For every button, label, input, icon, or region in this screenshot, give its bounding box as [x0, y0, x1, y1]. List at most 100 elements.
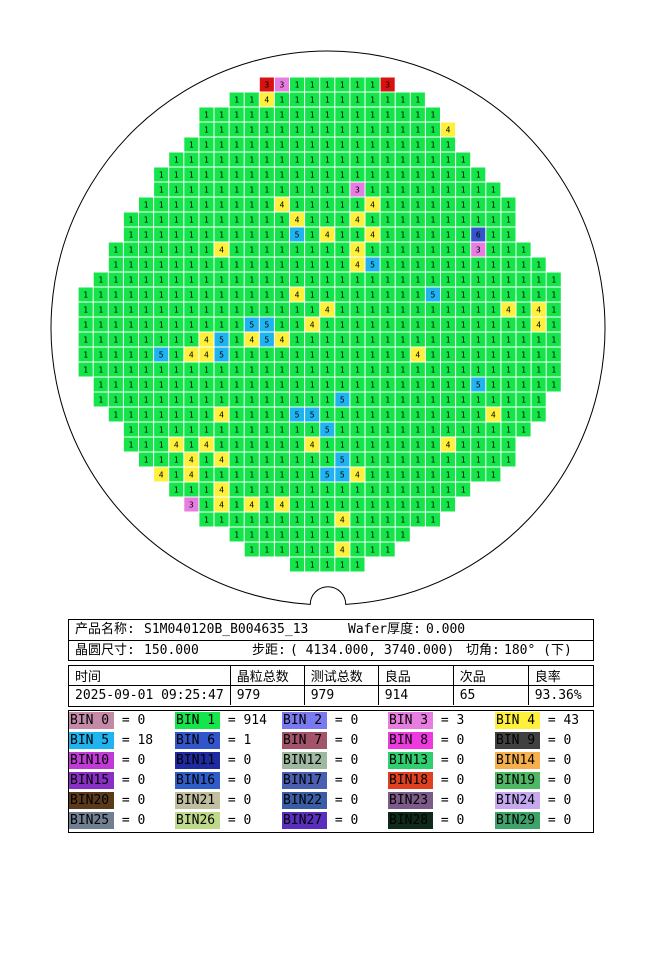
die-bin-number: 1 — [400, 396, 405, 405]
die-fill — [410, 467, 425, 482]
bin-count-value: = 0 — [327, 753, 359, 768]
die-cell: 1 — [199, 227, 214, 242]
die-fill — [139, 197, 154, 212]
die-fill — [425, 497, 440, 512]
die-cell: 1 — [154, 407, 169, 422]
die-cell: 1 — [199, 197, 214, 212]
die-cell: 1 — [214, 212, 229, 227]
die-fill — [244, 197, 259, 212]
die-cell: 1 — [320, 107, 335, 122]
die-cell: 1 — [441, 137, 456, 152]
die-bin-number: 1 — [159, 366, 164, 375]
die-cell: 1 — [154, 287, 169, 302]
die-cell: 1 — [365, 407, 380, 422]
die-fill — [259, 107, 274, 122]
die-bin-number: 1 — [264, 441, 269, 450]
die-cell: 1 — [259, 272, 274, 287]
die-fill — [305, 77, 320, 92]
die-fill — [516, 347, 531, 362]
die-fill — [199, 482, 214, 497]
die-bin-number: 1 — [204, 426, 209, 435]
die-cell: 1 — [395, 137, 410, 152]
die-cell: 1 — [184, 482, 199, 497]
die-cell: 1 — [274, 242, 289, 257]
die-fill — [199, 242, 214, 257]
die-bin-number: 1 — [264, 516, 269, 525]
die-fill — [395, 377, 410, 392]
die-fill — [410, 452, 425, 467]
die-bin-number: 1 — [144, 381, 149, 390]
die-bin-number: 1 — [280, 486, 285, 495]
die-bin-number: 1 — [461, 291, 466, 300]
die-cell: 1 — [410, 317, 425, 332]
die-bin-number: 1 — [370, 291, 375, 300]
die-fill — [380, 512, 395, 527]
die-bin-number: 1 — [355, 231, 360, 240]
die-bin-number: 4 — [204, 336, 209, 345]
die-cell: 1 — [259, 227, 274, 242]
die-bin-number: 1 — [385, 441, 390, 450]
die-bin-number: 3 — [385, 81, 390, 90]
yield-stats-table: 时间 晶粒总数 测试总数 良品 次品 良率 2025-09-01 09:25:4… — [69, 666, 593, 705]
die-fill — [501, 437, 516, 452]
die-bin-number: 1 — [521, 246, 526, 255]
die-bin-number: 1 — [431, 396, 436, 405]
die-bin-number: 1 — [415, 426, 420, 435]
die-bin-number: 1 — [204, 201, 209, 210]
die-bin-number: 1 — [325, 246, 330, 255]
die-bin-number: 1 — [400, 531, 405, 540]
die-cell: 1 — [274, 152, 289, 167]
die-bin-number: 5 — [310, 411, 315, 420]
die-cell: 1 — [274, 512, 289, 527]
die-fill — [305, 317, 320, 332]
die-fill — [350, 92, 365, 107]
die-cell: 1 — [169, 167, 184, 182]
die-bin-number: 1 — [370, 396, 375, 405]
die-cell: 1 — [214, 392, 229, 407]
die-bin-number: 4 — [355, 261, 360, 270]
stats-good-value: 914 — [377, 685, 454, 705]
die-fill — [274, 362, 289, 377]
die-bin-number: 1 — [431, 126, 436, 135]
die-cell: 1 — [214, 257, 229, 272]
die-cell: 1 — [274, 122, 289, 137]
die-cell: 1 — [108, 332, 123, 347]
die-bin-number: 1 — [144, 351, 149, 360]
die-fill — [139, 332, 154, 347]
die-cell: 1 — [365, 362, 380, 377]
bin-swatch-label: BIN 5 — [69, 732, 114, 749]
die-fill — [456, 272, 471, 287]
die-cell: 1 — [229, 287, 244, 302]
die-bin-number: 1 — [385, 396, 390, 405]
die-bin-number: 1 — [264, 501, 269, 510]
die-bin-number: 1 — [234, 201, 239, 210]
die-fill — [93, 287, 108, 302]
die-cell: 1 — [486, 197, 501, 212]
die-cell: 1 — [93, 287, 108, 302]
die-cell: 1 — [229, 482, 244, 497]
die-fill — [244, 407, 259, 422]
die-bin-number: 1 — [159, 261, 164, 270]
die-fill — [123, 392, 138, 407]
die-bin-number: 1 — [415, 186, 420, 195]
die-bin-number: 1 — [491, 306, 496, 315]
die-cell: 1 — [425, 482, 440, 497]
die-bin-number: 1 — [174, 486, 179, 495]
die-fill — [471, 212, 486, 227]
die-cell: 1 — [410, 377, 425, 392]
die-bin-number: 1 — [521, 366, 526, 375]
bin-count-value: = 0 — [327, 813, 359, 828]
die-fill — [516, 377, 531, 392]
die-fill — [274, 167, 289, 182]
die-bin-number: 1 — [204, 276, 209, 285]
die-fill — [139, 272, 154, 287]
die-bin-number: 1 — [234, 366, 239, 375]
die-fill — [365, 257, 380, 272]
die-bin-number: 1 — [219, 156, 224, 165]
die-cell: 1 — [154, 242, 169, 257]
die-bin-number: 1 — [385, 126, 390, 135]
die-bin-number: 1 — [415, 396, 420, 405]
die-bin-number: 1 — [264, 411, 269, 420]
die-fill — [350, 392, 365, 407]
die-bin-number: 1 — [340, 276, 345, 285]
